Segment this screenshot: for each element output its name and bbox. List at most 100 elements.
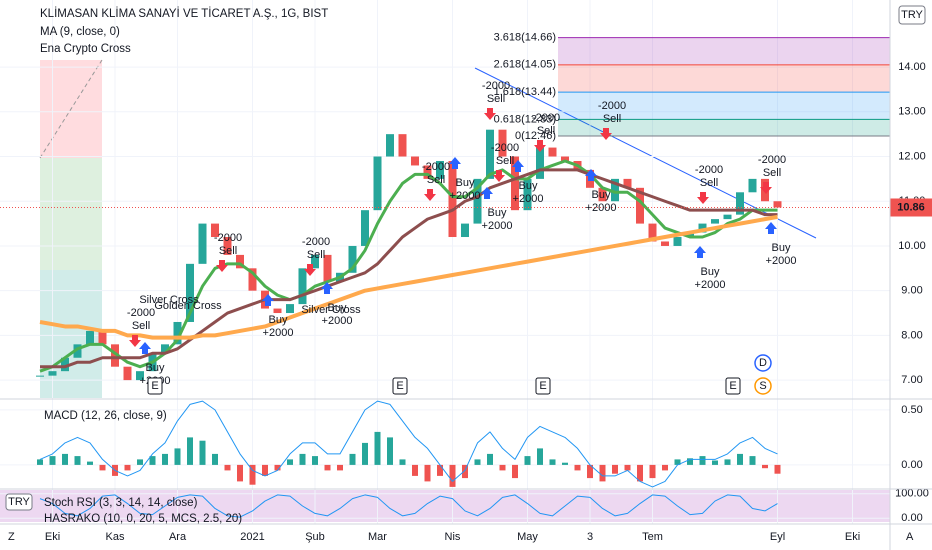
y-tick-label: 7.00 [901,374,922,386]
candle [386,134,394,157]
sell-arrow [484,108,496,120]
currency-label[interactable]: TRY [901,9,923,21]
candle [773,201,782,208]
candle [111,344,119,367]
histogram-bar [762,464,768,469]
signal-label: Buy [328,302,347,314]
indicator-line [40,168,778,369]
signal-label: -2000 [491,142,519,154]
signal-label: -2000 [127,307,155,319]
indicator-line [39,214,778,340]
histogram-bar [62,453,68,465]
x-tick-label: Kas [106,531,125,543]
currency-label[interactable]: TRY [8,496,30,508]
buy-arrow [449,157,461,169]
histogram-bar [162,453,168,465]
candle [86,330,94,345]
histogram-bar [637,464,643,482]
histogram-bar [312,456,318,465]
signal-label: +2000 [586,202,617,214]
auto-scale-button[interactable]: A [906,531,914,543]
fib-label: 0(12.46) [515,130,556,142]
buy-arrow [139,342,151,354]
signal-label: Buy [519,180,538,192]
histogram-bar [49,456,56,465]
histogram-bar [187,437,193,465]
buy-arrow [481,187,493,199]
signal-label: Sell [603,113,621,125]
candle [436,160,444,179]
candle [548,147,557,157]
histogram-bar [687,458,693,465]
indicator-label: HASRAKO (10, 0, 20, 5, MCS, 2.5, 20) [44,513,242,525]
candle [311,254,319,269]
last-price-box [890,198,932,217]
y-tick-label: 0.00 [901,512,922,524]
histogram-bar [262,464,268,476]
y-tick-label: 0.50 [901,404,922,416]
event-label: E [396,380,403,392]
indicator-label: MA (9, close, 0) [40,26,120,38]
candle [98,330,107,345]
y-tick-label: 100.00 [895,488,929,500]
signal-label: Sell [487,93,505,105]
fib-band [558,64,890,93]
signal-label: +2000 [513,193,544,205]
candle [348,245,357,273]
histogram-bar [537,448,543,465]
signal-label: Buy [592,189,611,201]
candle [136,371,144,381]
signal-label: Sell [307,249,325,261]
histogram-bar [487,453,493,465]
histogram-bar [674,459,681,465]
candle [486,129,494,179]
event-label: D [759,357,767,369]
histogram-bar [724,459,731,465]
candle [636,187,644,224]
candle [748,178,757,193]
histogram-bar [599,464,606,482]
histogram-bar [137,459,143,465]
timezone-button[interactable]: Z [8,531,15,543]
candle [698,223,707,233]
signal-label: -2000 [302,236,330,248]
candle [236,254,244,269]
y-tick-label: 12.00 [898,150,926,162]
currency-button[interactable] [5,493,33,511]
x-tick-label: Mar [368,531,387,543]
x-tick-label: May [517,531,538,543]
signal-label: +2000 [263,327,294,339]
currency-button[interactable] [898,5,926,25]
histogram-bar [299,453,306,465]
sell-arrow [424,189,436,201]
signal-label: -2000 [758,154,786,166]
histogram-bar [249,464,256,485]
x-tick-label: Nis [445,531,461,543]
histogram-bar [699,456,706,465]
x-tick-label: 2021 [240,531,264,543]
signal-label: Sell [132,320,150,332]
reward-box [40,158,102,270]
candle [273,308,282,314]
chart-title: KLİMASAN KLİMA SANAYİ VE TİCARET A.Ş., 1… [40,7,328,20]
signal-label: Buy [146,362,165,374]
fib-label: 0.618(12.83) [494,113,556,125]
x-tick-label: Eki [45,531,60,543]
histogram-bar [99,464,106,471]
signal-label: +2000 [695,279,726,291]
candle [723,214,732,220]
fib-band [558,92,890,120]
candle [498,129,507,157]
sell-arrow [129,335,141,347]
histogram-bar [199,440,206,465]
cross-label: Golden Cross [154,300,222,312]
histogram-bar [387,437,393,465]
candle [423,165,432,179]
stoch-band [0,490,890,522]
signal-label: Buy [488,207,507,219]
event-marker [147,377,163,395]
event-label: E [729,380,736,392]
histogram-bar [149,456,156,465]
histogram-bar [624,464,631,471]
candle [598,187,607,202]
